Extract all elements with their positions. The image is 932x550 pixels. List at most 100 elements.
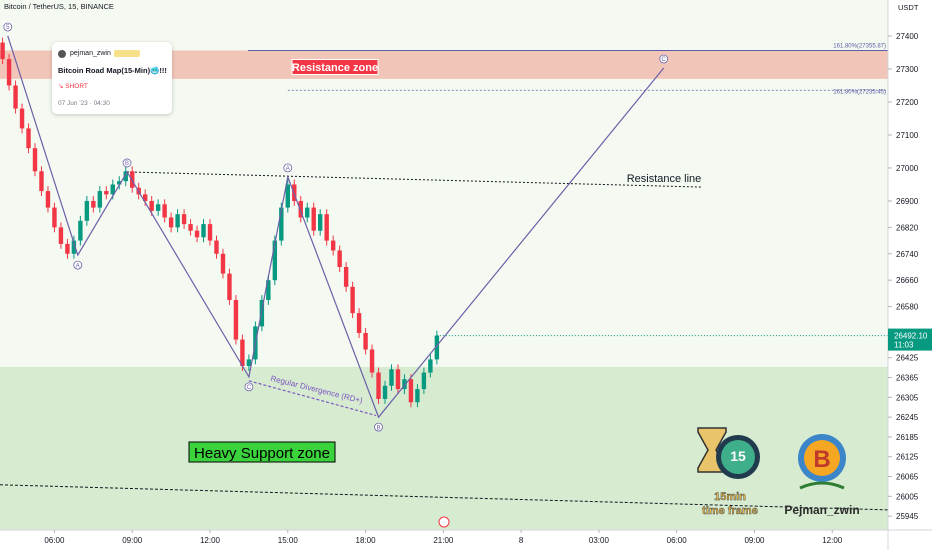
y-axis-title: USDT <box>898 3 919 12</box>
x-tick-label: 06:00 <box>667 536 688 545</box>
x-tick-label: 12:00 <box>200 536 221 545</box>
candle-body <box>356 313 362 333</box>
candle-body <box>389 369 394 386</box>
candle-body <box>162 204 167 218</box>
candle-body <box>298 200 303 218</box>
zone-label-box <box>188 441 336 463</box>
chart-title: Bitcoin / TetherUS, 15, BINANCE <box>4 2 114 11</box>
y-tick-label: 26740 <box>896 250 919 259</box>
candle-body <box>65 243 70 254</box>
candle-body <box>45 191 51 208</box>
y-tick-label: 27400 <box>896 32 919 41</box>
candle-body <box>272 240 278 281</box>
avatar <box>58 50 66 58</box>
candle-body <box>201 224 206 238</box>
wave-marker <box>73 260 83 270</box>
y-tick-label: 26820 <box>896 223 919 232</box>
candle-body <box>350 286 355 314</box>
candle-body <box>266 280 271 300</box>
candle-body <box>19 108 25 129</box>
wave-line <box>7 35 665 419</box>
candle-body <box>227 273 232 300</box>
wave-label: 5 <box>6 25 10 31</box>
candle-body <box>285 184 290 208</box>
x-tick-label: 18:00 <box>356 536 377 545</box>
candle-body <box>415 389 420 403</box>
wave-marker <box>244 382 254 392</box>
y-tick-label: 27000 <box>896 164 919 173</box>
logo-text: 15min <box>714 491 746 503</box>
y-tick-label: 26185 <box>896 433 919 442</box>
candle-body <box>32 148 38 172</box>
wave-label: C <box>662 57 667 63</box>
x-tick-label: 09:00 <box>122 536 143 545</box>
candle-body <box>233 299 239 340</box>
y-tick-label: 27200 <box>896 98 919 107</box>
idea-title: Bitcoin Road Map(15-Min)🥶!!! <box>58 66 167 75</box>
candle-body <box>337 250 342 267</box>
candle-body <box>317 214 323 231</box>
candle-body <box>194 230 200 238</box>
wave-label: C <box>247 385 252 391</box>
candle-body <box>149 200 154 211</box>
direction-text: SHORT <box>65 83 88 90</box>
candle-body <box>246 359 252 366</box>
candle-body <box>395 369 401 390</box>
zone-label-box <box>291 59 379 75</box>
x-tick-label: 12:00 <box>822 536 843 545</box>
candle-body <box>175 214 180 228</box>
badge <box>114 50 140 57</box>
candle-body <box>214 240 219 254</box>
y-tick-label: 26305 <box>896 393 919 402</box>
y-tick-label: 26365 <box>896 374 919 383</box>
candle-body <box>382 385 388 399</box>
wave-label: A <box>286 166 290 172</box>
candle-body <box>363 332 368 350</box>
candle-body <box>84 200 90 221</box>
fib-label: 161.80%(27355.87) <box>833 44 886 50</box>
last-price-tag <box>888 328 932 351</box>
y-tick-label: 26005 <box>896 492 919 501</box>
candle-body <box>155 204 161 211</box>
logo-timer: 15 <box>697 427 760 479</box>
resistance-line-label: Resistance line <box>627 173 702 185</box>
candle-body <box>168 217 174 228</box>
wave-marker <box>659 54 669 64</box>
candle-body <box>6 59 12 86</box>
zone-label: Heavy Support zone <box>194 445 330 462</box>
y-tick-label: 26125 <box>896 453 919 462</box>
support-line <box>0 484 889 511</box>
wave-label: B <box>377 425 381 431</box>
y-tick-label: 26425 <box>896 354 919 363</box>
candle-body <box>58 227 64 244</box>
candle-body <box>39 171 44 192</box>
svg-text:B: B <box>813 446 830 473</box>
candle-body <box>343 266 349 287</box>
divergence-line <box>248 380 377 417</box>
idea-direction: ↘ SHORT <box>58 83 88 90</box>
candle-body <box>330 240 336 251</box>
candle-body <box>220 253 226 274</box>
y-tick-label: 26580 <box>896 303 919 312</box>
candle-body <box>434 335 440 360</box>
candle-body <box>421 372 427 390</box>
idea-card[interactable]: pejman_zwin Bitcoin Road Map(15-Min)🥶!!!… <box>52 42 172 114</box>
wave-marker <box>3 22 13 32</box>
logo-text: time frame <box>702 505 758 517</box>
x-tick-label: 8 <box>519 536 524 545</box>
y-tick-label: 27100 <box>896 131 919 140</box>
candle-body <box>78 220 83 241</box>
candle-body <box>117 181 122 185</box>
idea-date: 07 Jun '23 · 04:30 <box>58 100 110 107</box>
x-tick-label: 21:00 <box>433 536 454 545</box>
countdown: 11:03 <box>894 341 914 350</box>
zone-label: Resistance zone <box>292 62 378 74</box>
x-tick-label: 09:00 <box>744 536 765 545</box>
candle-body <box>0 42 5 60</box>
event-icon[interactable] <box>438 516 450 528</box>
candle-body <box>97 191 103 208</box>
candle-body <box>305 207 310 218</box>
candle-body <box>369 349 375 373</box>
candle-body <box>181 214 187 225</box>
